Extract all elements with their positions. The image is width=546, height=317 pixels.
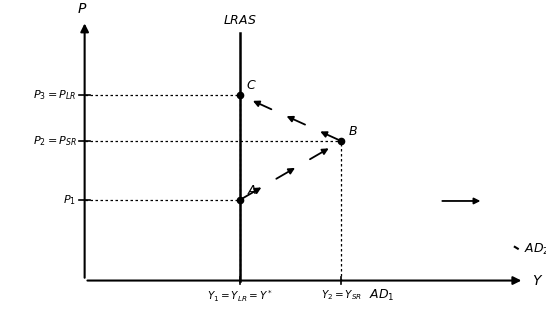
- Text: $C$: $C$: [246, 79, 257, 92]
- Text: $A$: $A$: [247, 184, 257, 197]
- Text: $P_3 = P_{LR}$: $P_3 = P_{LR}$: [33, 88, 76, 102]
- Text: $AD_2$: $AD_2$: [524, 242, 546, 257]
- Text: $P_2 = P_{SR}$: $P_2 = P_{SR}$: [33, 134, 76, 148]
- Text: $P$: $P$: [77, 2, 87, 16]
- Text: $LRAS$: $LRAS$: [223, 14, 257, 27]
- Text: $P_1$: $P_1$: [63, 193, 76, 207]
- Text: $B$: $B$: [348, 125, 358, 138]
- Text: $AD_1$: $AD_1$: [369, 288, 394, 302]
- Text: $Y_2 = Y_{SR}$: $Y_2 = Y_{SR}$: [321, 288, 362, 302]
- Text: $Y_1 = Y_{LR} = Y^*$: $Y_1 = Y_{LR} = Y^*$: [207, 288, 274, 304]
- Text: $Y$: $Y$: [532, 274, 544, 288]
